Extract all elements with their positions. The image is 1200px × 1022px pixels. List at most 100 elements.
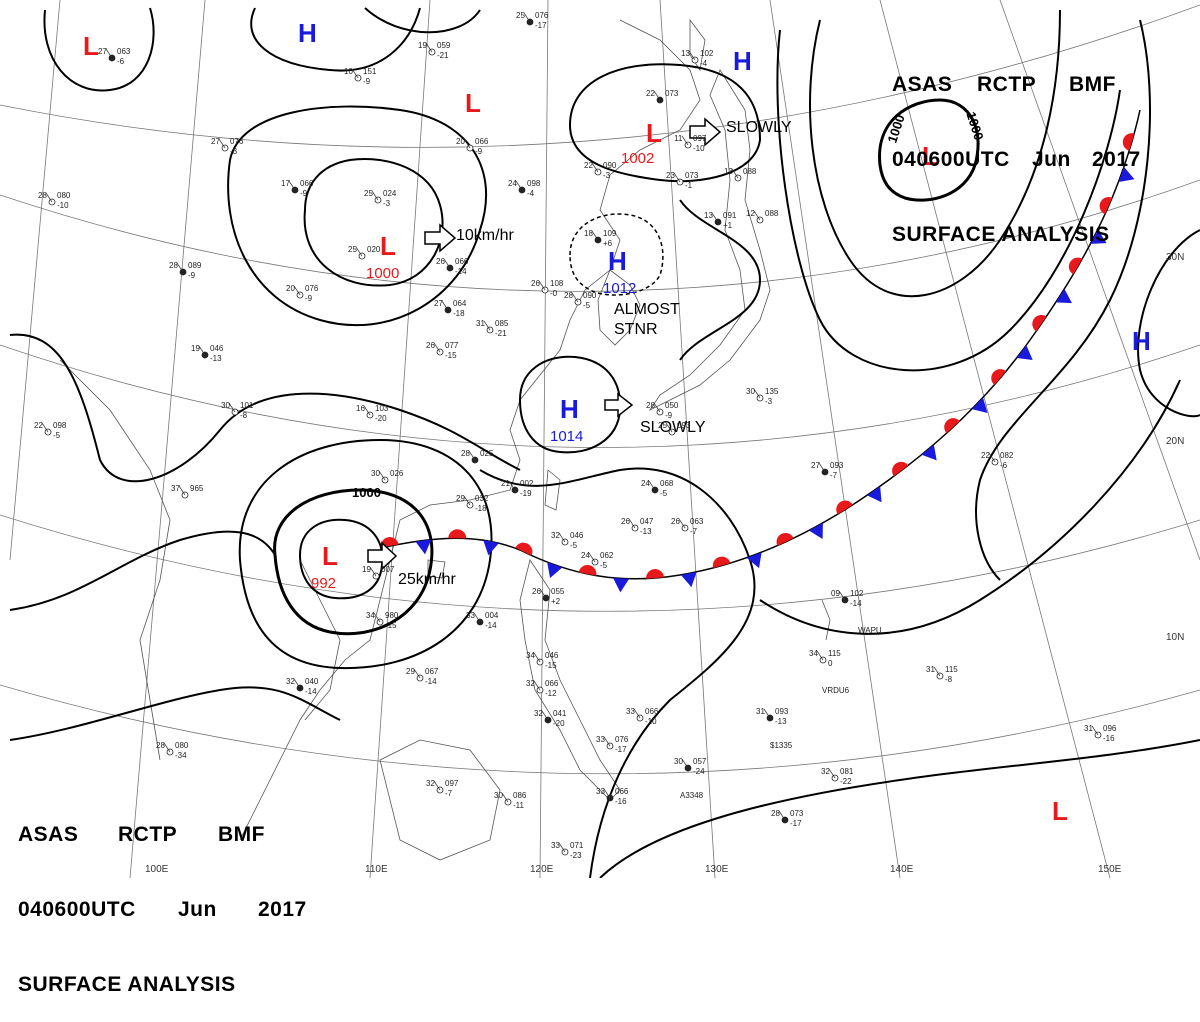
- arrow-south-china-low: [367, 541, 398, 571]
- station-pressure-tendency: -9: [188, 271, 196, 280]
- lon-label-150e: 150E: [1098, 864, 1122, 875]
- station-plot: 32 041-20: [534, 709, 567, 728]
- station-wind-barb: [468, 450, 476, 461]
- station-wind-barb: [105, 48, 113, 59]
- station-wind-barb: [378, 470, 386, 481]
- station-temperature: 25: [516, 11, 525, 20]
- station-plot: 33 004-14: [466, 611, 499, 630]
- station-wind-barb: [539, 588, 547, 599]
- station-pressure: 063: [117, 47, 131, 56]
- station-plot: 22 098-5: [34, 421, 67, 440]
- station-pressure: 093: [775, 707, 789, 716]
- low-mongolia-letter: L: [465, 88, 481, 118]
- station-pressure: 151: [363, 67, 377, 76]
- station-pressure: 115: [945, 665, 958, 674]
- station-pressure-tendency: -8: [945, 675, 953, 684]
- station-temperature: 23: [666, 171, 675, 180]
- isobar-pacific-north: [776, 29, 1121, 372]
- cold-front-triangle: [415, 539, 432, 555]
- station-pressure-tendency: -9: [305, 294, 313, 303]
- cold-front-triangle: [1118, 166, 1135, 182]
- station-pressure: 081: [840, 767, 854, 776]
- cold-front-triangle: [1016, 345, 1033, 360]
- station-plot: 31 093-13: [756, 707, 789, 726]
- station-pressure-tendency: -17: [615, 745, 627, 754]
- station-plot: 24 068-5: [641, 479, 674, 498]
- station-pressure: 046: [545, 651, 559, 660]
- station-pressure-tendency: 0: [828, 659, 833, 668]
- station-plot: 28 025: [461, 449, 494, 464]
- station-pressure-tendency: -12: [545, 689, 557, 698]
- arrow-manchuria-low: [689, 117, 722, 147]
- station-pressure: 115: [828, 649, 841, 658]
- station-pressure-tendency: +6: [603, 239, 613, 248]
- station-pressure-tendency: -6: [117, 57, 125, 66]
- station-temperature: 28: [156, 741, 165, 750]
- station-wind-barb: [425, 42, 433, 53]
- station-pressure: 076: [615, 735, 629, 744]
- station-wind-barb: [501, 792, 509, 803]
- lon-line-140e: [769, 0, 901, 878]
- motion-text: 10km/hr SLOWLY ALMOST STNR SLOWLY 25km/h…: [398, 119, 792, 588]
- cold-front-triangle: [746, 552, 762, 569]
- low-manchuria-letter: L: [646, 118, 662, 148]
- isobar-southeast: [759, 379, 1181, 635]
- station-pressure: 091: [723, 211, 737, 220]
- station-pressure: 062: [600, 551, 614, 560]
- coastlines: [59, 18, 831, 861]
- station-pressure: 093: [677, 421, 691, 430]
- station-plot: 24 098-4: [508, 179, 541, 198]
- station-wind-barb: [778, 810, 786, 821]
- station-plot: 12 088: [746, 209, 779, 224]
- station-temperature: 30: [746, 387, 755, 396]
- station-plot: 32 040-14: [286, 677, 319, 696]
- station-pressure-tendency: -1: [685, 181, 693, 190]
- station-temperature: 24: [581, 551, 590, 560]
- arrow-north-china-low: [424, 223, 457, 253]
- station-pressure: 076: [535, 11, 549, 20]
- station-pressure-tendency: -9: [665, 411, 673, 420]
- title-station: RCTP: [118, 823, 178, 846]
- coast-bay-bengal: [59, 359, 171, 761]
- station-plot: 33 071-23: [551, 841, 584, 860]
- station-pressure-tendency: -6: [1000, 461, 1008, 470]
- station-temperature: 19: [362, 565, 371, 574]
- station-temperature: 22: [981, 451, 990, 460]
- station-pressure: 096: [1103, 724, 1117, 733]
- station-pressure: 055: [551, 587, 565, 596]
- station-wind-barb: [293, 285, 301, 296]
- station-plot: 09 102-14: [831, 589, 864, 608]
- station-temperature: 18: [584, 229, 593, 238]
- station-temperature: 19: [191, 344, 200, 353]
- low-south-china-letter: L: [322, 541, 338, 571]
- warm-front-semicircle: [448, 529, 467, 539]
- station-plot: 31 085-21: [476, 319, 509, 338]
- station-plot: 30 057-24: [674, 757, 707, 776]
- station-pressure: 063: [690, 517, 704, 526]
- station-wind-barb: [441, 300, 449, 311]
- station-plot: 25 093: [658, 421, 691, 436]
- station-wind-barb: [371, 190, 379, 201]
- station-pressure-tendency: -3: [230, 147, 238, 156]
- station-pressure-tendency: +1: [723, 221, 733, 230]
- cold-front-triangle: [808, 522, 823, 539]
- station-temperature: 31: [756, 707, 765, 716]
- station-wind-barb: [483, 320, 491, 331]
- station-pressure: 041: [553, 709, 567, 718]
- lon-label-140e: 140E: [890, 864, 914, 875]
- station-pressure-tendency: -4: [700, 59, 708, 68]
- station-wind-barb: [628, 518, 636, 529]
- lon-line-160e: [999, 0, 1200, 561]
- station-plot: 34 046-15: [526, 651, 559, 670]
- station-plot: 33 066-10: [626, 707, 659, 726]
- station-plot: 19 059-21: [418, 41, 451, 60]
- station-temperature: 29: [456, 494, 465, 503]
- station-wind-barb: [463, 495, 471, 506]
- station-pressure-tendency: -20: [553, 719, 565, 728]
- station-temperature: 28: [646, 401, 655, 410]
- motion-south-china-low: 25km/hr: [398, 571, 456, 588]
- station-pressure: 066: [615, 787, 629, 796]
- station-pressure: 050: [665, 401, 679, 410]
- station-pressure-tendency: -24: [693, 767, 705, 776]
